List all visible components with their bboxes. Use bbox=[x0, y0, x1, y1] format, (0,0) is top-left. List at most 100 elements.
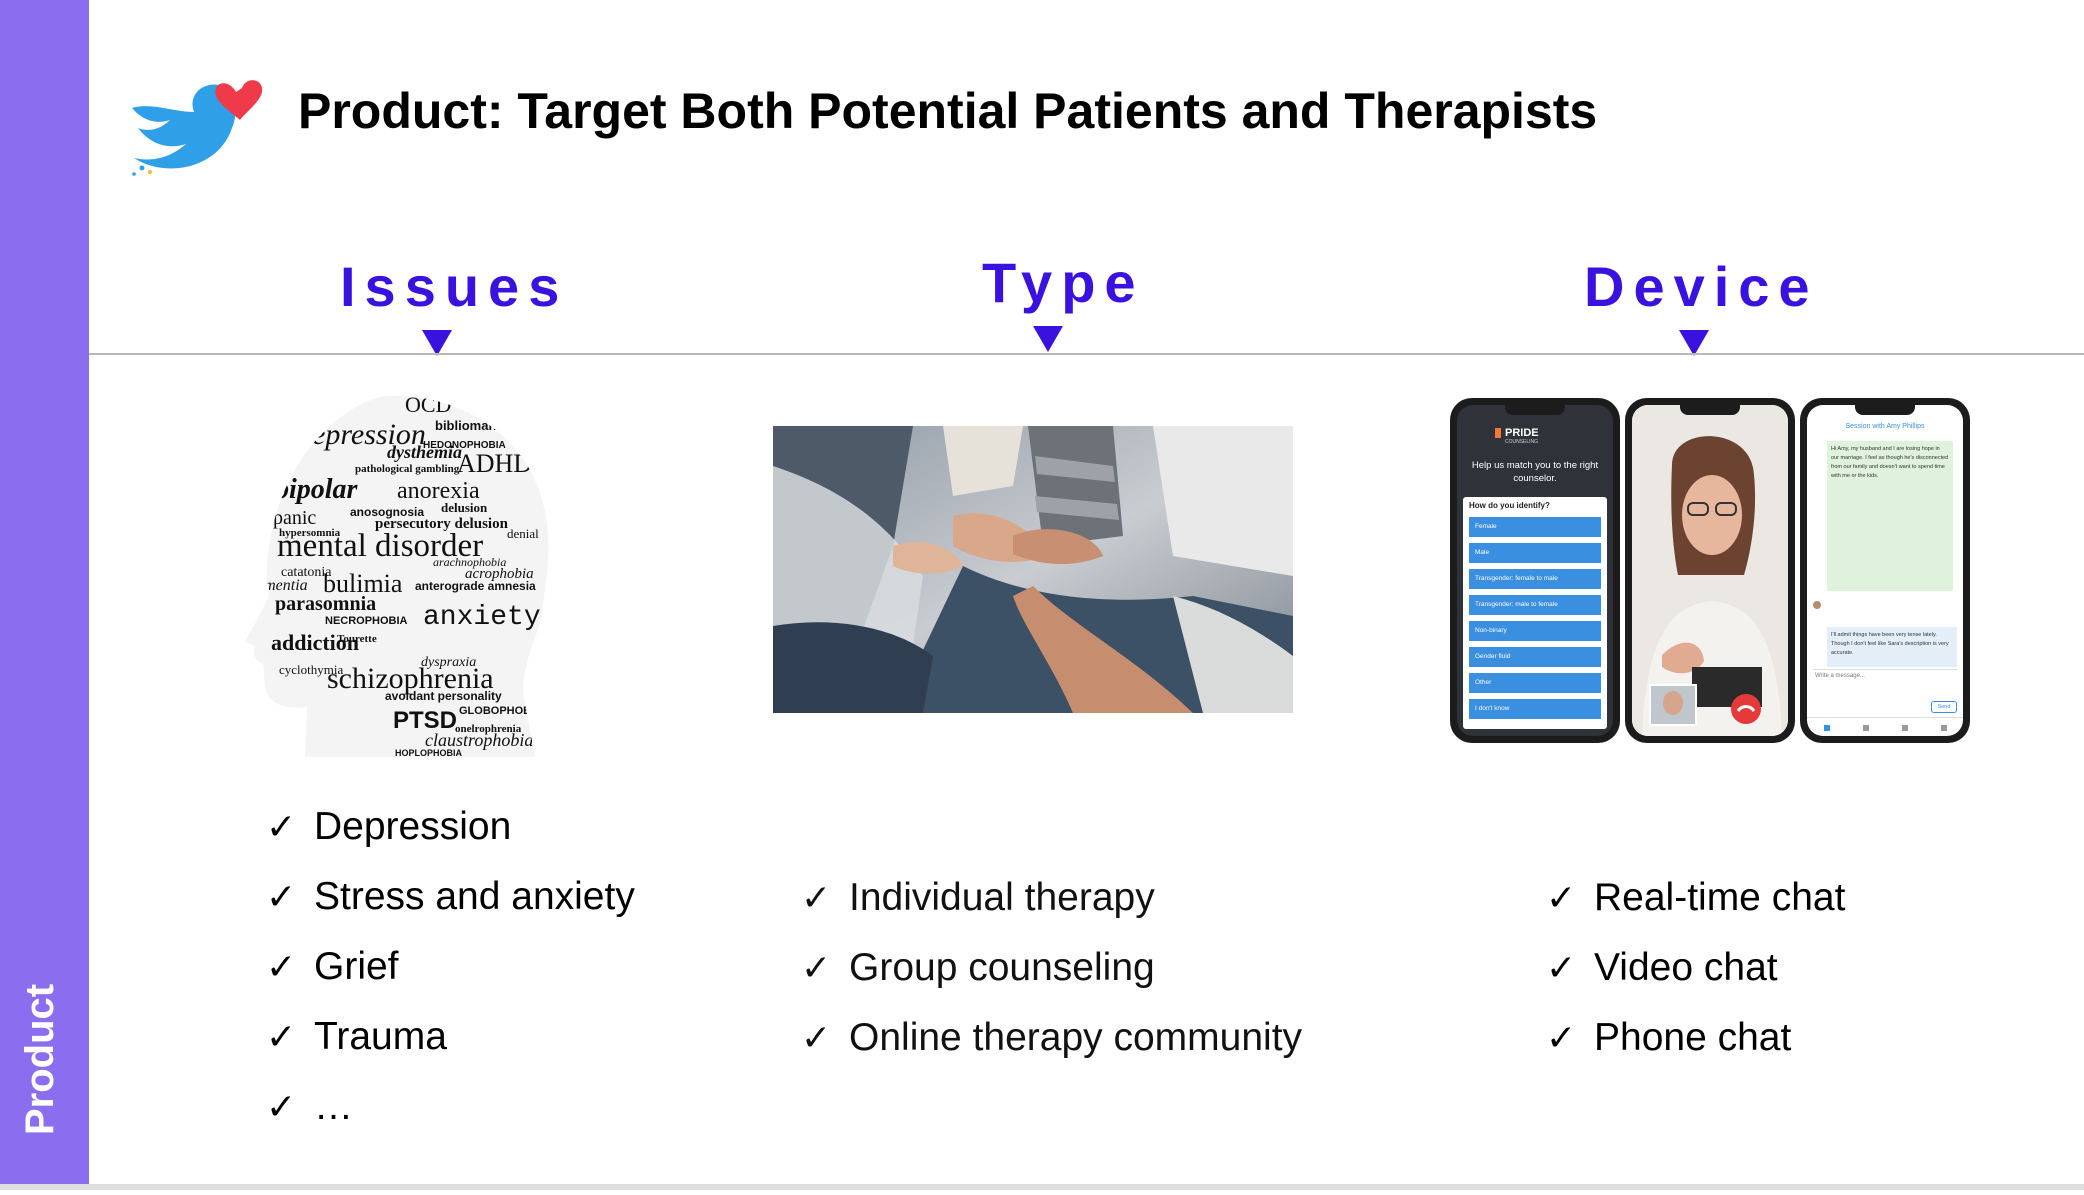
device-list-item: ✓ Real-time chat bbox=[1546, 863, 1845, 933]
checkmark-icon: ✓ bbox=[1546, 877, 1577, 918]
wc-word: mental disorder bbox=[277, 528, 483, 564]
therapist-video-icon bbox=[1632, 405, 1788, 736]
type-list-item: ✓ Group counseling bbox=[801, 933, 1302, 1003]
type-list: ✓ Individual therapy ✓ Group counseling ✓ O… bbox=[801, 863, 1302, 1073]
checkmark-icon: ✓ bbox=[1546, 1017, 1577, 1058]
device-heading: Device bbox=[1584, 255, 1819, 318]
phone1-option[interactable]: Male bbox=[1469, 543, 1601, 563]
tab-schedule-icon[interactable] bbox=[1862, 724, 1869, 731]
checkmark-icon: ✓ bbox=[266, 946, 297, 987]
type-list-item: ✓ Individual therapy bbox=[801, 863, 1302, 933]
type-heading: Type bbox=[982, 251, 1145, 314]
avatar bbox=[1813, 601, 1821, 609]
tab-progress-icon[interactable] bbox=[1901, 724, 1908, 731]
wc-word: persecutory delusion bbox=[375, 516, 509, 532]
wc-word: NECROPHOBIA bbox=[325, 615, 408, 627]
issues-heading: Issues bbox=[340, 255, 569, 318]
wc-word: onelrophrenia bbox=[455, 723, 522, 735]
phone1-option[interactable]: I don't know bbox=[1469, 699, 1601, 719]
phone1-question: How do you identify? bbox=[1469, 501, 1550, 510]
wc-word: OCD bbox=[405, 392, 451, 417]
device-item-label: Real-time chat bbox=[1594, 876, 1846, 919]
page-title: Product: Target Both Potential Patients … bbox=[298, 83, 1598, 139]
checkmark-icon: ✓ bbox=[266, 876, 297, 917]
issues-arrow-icon bbox=[422, 330, 452, 356]
send-button[interactable]: Send bbox=[1931, 701, 1957, 713]
issues-list: ✓ Depression ✓ Stress and anxiety ✓ Grief ✓… bbox=[266, 792, 635, 1142]
type-item-label: Individual therapy bbox=[849, 876, 1155, 919]
wc-word: anosognosia bbox=[350, 505, 424, 519]
device-item-label: Phone chat bbox=[1594, 1016, 1792, 1059]
checkmark-icon: ✓ bbox=[1546, 947, 1577, 988]
wc-word: arachnophobia bbox=[433, 555, 506, 569]
wc-word: parasomnia bbox=[275, 593, 376, 615]
checkmark-icon: ✓ bbox=[266, 1086, 297, 1127]
phone-notch bbox=[1680, 405, 1740, 415]
wc-word: bulimia bbox=[323, 569, 403, 598]
device-item-label: Video chat bbox=[1594, 946, 1778, 989]
issues-item-label: … bbox=[314, 1085, 353, 1128]
issues-list-item: ✓… bbox=[266, 1072, 635, 1142]
issues-list-item: ✓ Grief bbox=[266, 932, 635, 1002]
wc-word: hypersomnia bbox=[279, 527, 341, 539]
group-people-illustration-icon bbox=[773, 426, 1293, 713]
device-list: ✓ Real-time chat ✓ Video chat ✓ Phone chat bbox=[1546, 863, 1845, 1073]
phone1-option[interactable]: Other bbox=[1469, 673, 1601, 693]
wc-word: claustrophobia bbox=[425, 730, 533, 750]
header-divider bbox=[89, 353, 2084, 355]
phone3-input[interactable]: Write a message... bbox=[1815, 673, 1865, 679]
issues-item-label: Trauma bbox=[314, 1015, 447, 1058]
wc-word: PTSD bbox=[393, 707, 457, 734]
issues-list-item: ✓ Trauma bbox=[266, 1002, 635, 1072]
wc-word: delusion bbox=[441, 500, 488, 515]
head-silhouette-icon: OCD depression dysthemia ADHD bibliomani… bbox=[245, 392, 549, 757]
type-list-item: ✓ Online therapy community bbox=[801, 1003, 1302, 1073]
issues-item-label: Depression bbox=[314, 805, 512, 848]
phone-chat: Session with Amy Phillips Hi Amy, my hus… bbox=[1800, 398, 1970, 743]
phone1-brand: PRIDE bbox=[1505, 427, 1539, 439]
issues-list-item: ✓ Stress and anxiety bbox=[266, 862, 635, 932]
phone3-message-1: Hi Amy, my husband and I are losing hope… bbox=[1827, 441, 1953, 591]
checkmark-icon: ✓ bbox=[801, 1017, 832, 1058]
checkmark-icon: ✓ bbox=[266, 806, 297, 847]
wc-word: panic bbox=[273, 507, 316, 529]
phone-notch bbox=[1505, 405, 1565, 415]
tab-more-icon[interactable] bbox=[1940, 724, 1947, 731]
wc-word: denial bbox=[507, 526, 539, 541]
issues-list-item: ✓ Depression bbox=[266, 792, 635, 862]
issues-word-cloud: OCD depression dysthemia ADHD bibliomani… bbox=[245, 392, 555, 757]
type-item-label: Online therapy community bbox=[849, 1016, 1303, 1059]
wc-word: anterograde amnesia bbox=[415, 579, 536, 593]
device-list-item: ✓ Video chat bbox=[1546, 933, 1845, 1003]
phone1-option[interactable]: Female bbox=[1469, 517, 1601, 537]
sidebar-label: Product bbox=[18, 983, 62, 1135]
wc-word: schizophrenia bbox=[327, 662, 494, 695]
phone1-option[interactable]: Transgender: male to female bbox=[1469, 595, 1601, 615]
phone1-option[interactable]: Non-binary bbox=[1469, 621, 1601, 641]
pride-logo-icon bbox=[1495, 428, 1501, 438]
type-item-label: Group counseling bbox=[849, 946, 1155, 989]
tab-messages-icon[interactable] bbox=[1823, 724, 1830, 731]
wc-word: HOPLOPHOBIA bbox=[395, 748, 463, 757]
wc-word: GLOBOPHOBIA bbox=[459, 705, 542, 717]
group-therapy-photo bbox=[773, 426, 1293, 713]
phone1-option[interactable]: Transgender: female to male bbox=[1469, 569, 1601, 589]
checkmark-icon: ✓ bbox=[801, 877, 832, 918]
phone3-tab-bar bbox=[1807, 717, 1963, 736]
phone1-prompt: Help us match you to the right counselor… bbox=[1471, 460, 1599, 484]
phone-questionnaire: PRIDE COUNSELING Help us match you to th… bbox=[1450, 398, 1620, 743]
footer-line bbox=[0, 1184, 2084, 1190]
wc-word: addiction bbox=[271, 630, 359, 655]
phone-video-call bbox=[1625, 398, 1795, 743]
wc-word: bipolar bbox=[275, 474, 359, 505]
device-arrow-icon bbox=[1679, 330, 1709, 356]
wc-word: bibliomania bbox=[435, 418, 508, 433]
phone1-option[interactable]: Gender fluid bbox=[1469, 647, 1601, 667]
wc-word: pathological gambling bbox=[355, 463, 460, 475]
phone3-header: Session with Amy Phillips bbox=[1845, 423, 1925, 430]
issues-item-label: Stress and anxiety bbox=[314, 875, 635, 918]
wc-word: catatonia bbox=[281, 565, 332, 580]
wc-word: cyclothymia bbox=[279, 662, 343, 677]
wc-word: dyspraxia bbox=[421, 655, 476, 670]
issues-item-label: Grief bbox=[314, 945, 399, 988]
